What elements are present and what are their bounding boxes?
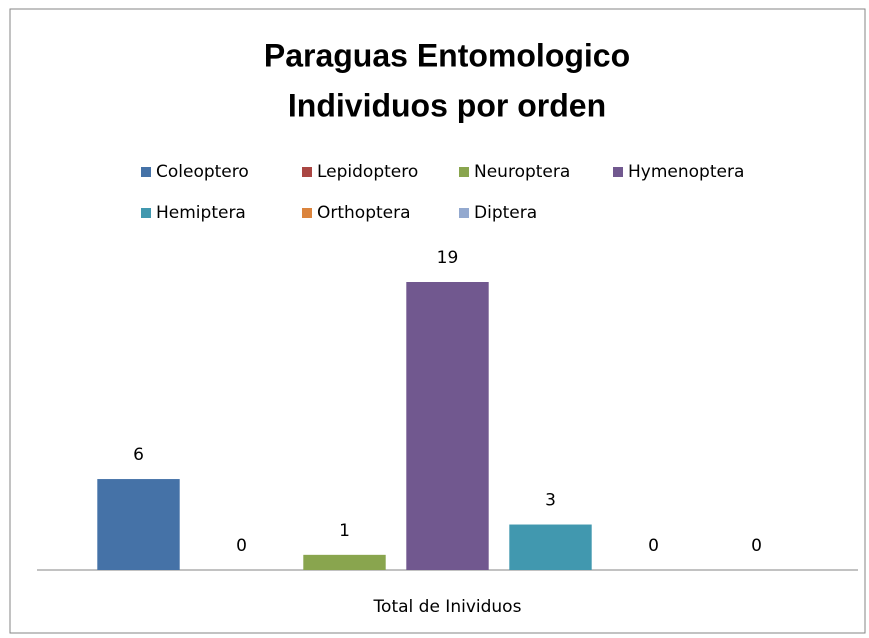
legend-label: Neuroptera [474, 162, 570, 182]
legend-swatch [302, 208, 312, 218]
data-label: 1 [339, 521, 350, 541]
data-label: 19 [437, 248, 459, 268]
legend-swatch [459, 167, 469, 177]
legend-label: Diptera [474, 203, 537, 223]
legend-swatch [613, 167, 623, 177]
data-label: 0 [236, 536, 247, 556]
bar [406, 282, 489, 570]
legend-label: Hemiptera [156, 203, 246, 223]
legend-label: Orthoptera [317, 203, 411, 223]
data-label: 6 [133, 445, 144, 465]
chart-title: Paraguas Entomologico [264, 37, 630, 73]
x-tick-label: Total de Inividuos [373, 597, 522, 617]
bar [509, 524, 592, 570]
legend-label: Lepidoptero [317, 162, 418, 182]
legend-swatch [459, 208, 469, 218]
legend-label: Hymenoptera [628, 162, 744, 182]
data-label: 3 [545, 491, 556, 511]
data-label: 0 [751, 536, 762, 556]
bar [97, 479, 180, 570]
bar [303, 554, 386, 570]
legend-label: Coleoptero [156, 162, 249, 182]
data-label: 0 [648, 536, 659, 556]
chart-title: Individuos por orden [288, 87, 606, 123]
legend-swatch [141, 167, 151, 177]
legend-swatch [141, 208, 151, 218]
legend-swatch [302, 167, 312, 177]
